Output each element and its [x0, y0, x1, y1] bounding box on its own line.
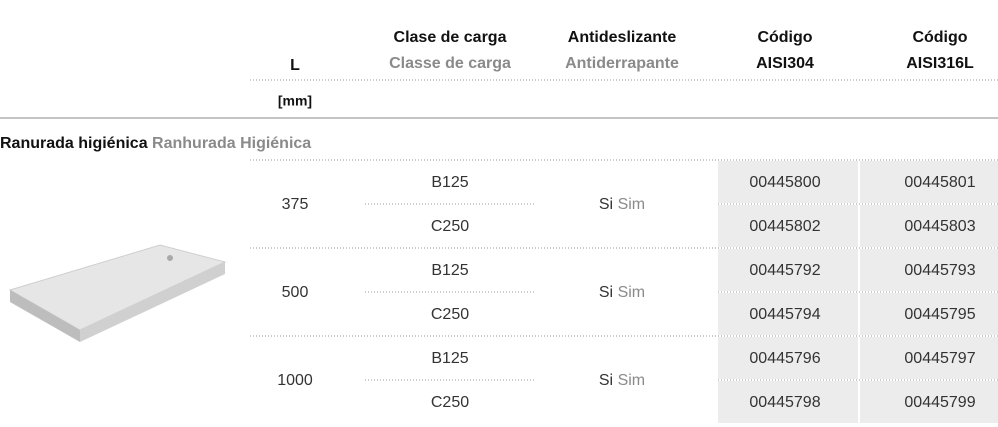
code-cell — [718, 381, 858, 423]
code-cell — [860, 381, 998, 423]
code: 00445793 — [904, 262, 975, 279]
code-cell — [860, 249, 998, 291]
code-cell — [860, 337, 998, 379]
antislip-es: Si — [599, 372, 613, 389]
header: AISI304 — [756, 55, 814, 72]
code-cell — [718, 249, 858, 291]
load-class: B125 — [431, 350, 468, 367]
header: Antideslizante — [568, 29, 677, 46]
section-es: Ranurada higiénica — [0, 135, 148, 152]
code: 00445797 — [904, 350, 975, 367]
code-cell — [718, 161, 858, 203]
header: AISI316L — [906, 55, 974, 72]
antislip-pt: Sim — [618, 372, 646, 389]
load-class: C250 — [431, 394, 469, 411]
load-class: C250 — [431, 306, 469, 323]
code: 00445802 — [749, 218, 820, 235]
length: 375 — [282, 196, 309, 213]
code-cell — [718, 205, 858, 247]
code: 00445792 — [749, 262, 820, 279]
code: 00445799 — [904, 394, 975, 411]
code: 00445800 — [749, 174, 820, 191]
section-pt: Ranhurada Higiénica — [152, 135, 311, 152]
code: 00445803 — [904, 218, 975, 235]
length: 500 — [282, 284, 309, 301]
antislip-pt: Sim — [618, 284, 646, 301]
antislip-es: Si — [599, 284, 613, 301]
code: 00445795 — [904, 306, 975, 323]
header-l: L — [290, 57, 300, 74]
unit: [mm] — [278, 93, 312, 109]
antislip-es: Si — [599, 196, 613, 213]
code: 00445798 — [749, 394, 820, 411]
code-cell — [718, 293, 858, 335]
header: Antiderrapante — [565, 55, 679, 72]
header: Código — [912, 29, 967, 46]
load-class: B125 — [431, 262, 468, 279]
antislip: Si Sim — [599, 284, 645, 301]
antislip: Si Sim — [599, 372, 645, 389]
antislip: Si Sim — [599, 196, 645, 213]
code: 00445801 — [904, 174, 975, 191]
header: Classe de carga — [389, 55, 511, 72]
code-cell — [860, 161, 998, 203]
product-image — [8, 244, 227, 342]
header: Código — [757, 29, 812, 46]
code: 00445796 — [749, 350, 820, 367]
antislip-pt: Sim — [618, 196, 646, 213]
code: 00445794 — [749, 306, 820, 323]
load-class: C250 — [431, 218, 469, 235]
length: 1000 — [277, 372, 313, 389]
code-cell — [718, 337, 858, 379]
code-cell — [860, 293, 998, 335]
code-cell — [860, 205, 998, 247]
header: Clase de carga — [394, 29, 507, 46]
load-class: B125 — [431, 174, 468, 191]
section-title: Ranurada higiénica Ranhurada Higiénica — [0, 135, 311, 152]
